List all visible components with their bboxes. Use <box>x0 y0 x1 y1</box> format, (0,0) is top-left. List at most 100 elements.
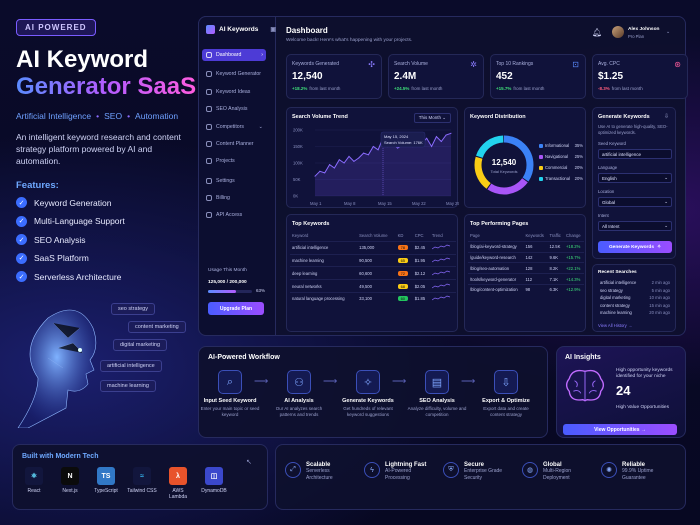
page-cell[interactable]: /blog/ai-keyword-strategy <box>470 244 517 250</box>
recent-search-item[interactable]: machine learning 20 min ago <box>600 310 670 315</box>
sidebar-item-keyword-generator[interactable]: Keyword Generator <box>202 68 266 80</box>
sidebar-item-competitors[interactable]: Competitors ⌄ <box>202 121 266 133</box>
sparkline <box>431 244 450 250</box>
workflow-step-desc: Get hundreds of relevant keyword suggest… <box>343 406 393 417</box>
generate-keywords-button[interactable]: Generate Keywords ✧ <box>598 241 672 253</box>
sparkline <box>431 283 450 288</box>
sidebar-item-billing[interactable]: Billing <box>202 192 266 204</box>
feature-item: ✓ Serverless Architecture <box>16 271 121 282</box>
change-cell: +22.1% <box>565 265 581 271</box>
page-cell[interactable]: /guide/keyword-research <box>470 254 516 260</box>
feature-label: Serverless Architecture <box>34 271 122 282</box>
top-pages-card: Top Performing Pages Page Keywords Traffic… <box>464 214 586 332</box>
language-select[interactable]: English ⌄ <box>598 173 672 183</box>
bell-icon[interactable]: 🔔︎ <box>592 28 603 37</box>
sidebar-item-dashboard[interactable]: Dashboard › <box>202 49 266 61</box>
sidebar-item-api-access[interactable]: API Access <box>202 209 266 221</box>
arrow-right-icon: ⟶ <box>323 376 338 387</box>
volume-cell: 49,500 <box>359 283 372 289</box>
download-icon[interactable]: ⇩ <box>663 114 669 120</box>
column-header: Keyword <box>292 233 309 239</box>
floating-keyword-tag: content marketing <box>128 321 186 333</box>
y-tick-label: 50K <box>293 177 301 182</box>
table-row[interactable]: /blog/ai-keyword-strategy 156 12.5K +18.2% <box>468 241 584 252</box>
nav-icon <box>206 178 212 184</box>
workflow-step-icon: ▤ <box>425 370 449 394</box>
table-row[interactable]: machine learning 90,500 65 $1.95 <box>290 254 456 267</box>
legend-item: Informational 35% <box>539 143 583 148</box>
table-row[interactable]: /guide/keyword-research 142 9.6K +15.7% <box>468 252 584 263</box>
donut-slice[interactable] <box>474 135 534 195</box>
table-row[interactable]: /blog/seo-automation 128 8.2K +22.1% <box>468 262 584 274</box>
stat-delta-value: +18.2% <box>292 86 308 91</box>
workflow-step-desc: Analyze difficulty, volume and competiti… <box>407 406 467 417</box>
sidebar-item-keyword-ideas[interactable]: Keyword Ideas <box>202 86 266 98</box>
table-row[interactable]: natural language processing 33,100 60 $1.85 <box>290 292 456 304</box>
recent-search-item[interactable]: digital marketing 10 min ago <box>600 295 670 300</box>
sidebar-item-settings[interactable]: Settings <box>202 175 266 187</box>
recent-search-item[interactable]: artificial intelligence 2 min ago <box>600 280 670 285</box>
table-row[interactable]: /tools/keyword-generator 112 7.1K +14.3% <box>468 273 584 285</box>
location-select[interactable]: Global ⌄ <box>598 197 672 207</box>
stat-card: Top 10 Rankings ⊡ 452 +15.7% from last month <box>490 54 586 99</box>
seed-keyword-input[interactable]: artificial intelligence <box>598 149 672 159</box>
sidebar-item-projects[interactable]: Projects <box>202 155 266 167</box>
tech-name: Tailwind CSS <box>127 488 157 494</box>
donut-slice[interactable] <box>474 135 534 195</box>
collapse-icon[interactable]: ▣ <box>270 27 277 33</box>
stat-card: Avg. CPC ⊛ $1.25 -8.3% from last month <box>592 54 688 99</box>
page-cell[interactable]: /blog/content-optimization <box>470 287 518 293</box>
location-value: Global <box>602 199 616 205</box>
recent-keyword: artificial intelligence <box>600 280 637 285</box>
chevron-down-icon: ⌄ <box>664 199 668 204</box>
table-header: Page Keywords Traffic Change <box>468 231 584 241</box>
keyword-cell: deep learning <box>292 270 318 276</box>
kd-cell: 60 <box>396 292 413 304</box>
keywords-cell: 156 <box>525 244 533 250</box>
sidebar-item-seo-analysis[interactable]: SEO Analysis <box>202 103 266 115</box>
trend-point <box>397 147 399 149</box>
nav-icon <box>206 141 212 147</box>
table-row[interactable]: neural networks 49,500 68 $2.05 <box>290 279 456 293</box>
app-logo[interactable]: AI Keywords ▣ <box>206 25 276 34</box>
intent-select[interactable]: All Intent ⌄ <box>598 221 672 231</box>
generate-title: Generate Keywords <box>598 114 650 120</box>
sidebar-item-content-planner[interactable]: Content Planner <box>202 138 266 150</box>
table-row[interactable]: deep learning 60,600 72 $2.12 <box>290 266 456 280</box>
trend-point <box>367 154 369 156</box>
feature-label: Keyword Generation <box>34 197 112 208</box>
recent-search-item[interactable]: content strategy 15 min ago <box>600 303 670 308</box>
recent-time: 20 min ago <box>649 310 670 315</box>
traffic-cell: 9.6K <box>549 254 559 260</box>
sidebar-item-label: Projects <box>216 158 235 164</box>
table-row[interactable]: /blog/content-optimization 98 6.3K +12.9% <box>468 284 584 294</box>
workflow-step: ⇩ Export & Optimize Export data and create… <box>476 370 536 418</box>
stat-delta: -8.3% from last month <box>598 86 643 91</box>
table-row[interactable]: artificial intelligence 135,000 78 $2.45 <box>290 241 456 254</box>
trend-range-select[interactable]: This Month ⌄ <box>413 113 451 123</box>
avatar[interactable] <box>612 26 624 38</box>
view-opportunities-button[interactable]: View Opportunities → <box>563 424 677 435</box>
legend-item: Transactional 20% <box>539 176 583 181</box>
column-header: Page <box>470 233 480 239</box>
recent-search-item[interactable]: seo strategy 5 min ago <box>600 288 670 293</box>
benefit-title: Global <box>543 462 562 468</box>
upgrade-plan-button[interactable]: Upgrade Plan <box>208 302 264 315</box>
user-menu-chevron-icon[interactable]: ⌄ <box>666 29 671 35</box>
benefit-desc: Enterprise Grade Security <box>464 468 503 481</box>
benefit-text: Secure Enterprise Grade Security <box>464 462 510 481</box>
language-label: Language <box>598 165 618 170</box>
feature-label: SEO Analysis <box>34 234 86 245</box>
chevron-down-icon: ⌄ <box>664 175 668 180</box>
nav-icon <box>206 89 212 95</box>
sidebar-item-label: Competitors <box>216 124 244 130</box>
insights-text: High opportunity keywords identified for… <box>616 368 673 379</box>
page-cell[interactable]: /tools/keyword-generator <box>470 276 517 282</box>
user-name[interactable]: Alex Johnson <box>628 27 660 32</box>
benefit-item: ✺ Reliable 99.9% Uptime Guarantee <box>601 462 668 481</box>
insights-value-label: High Value Opportunities <box>616 405 669 410</box>
trend-cell <box>430 241 456 254</box>
view-all-history-link[interactable]: View All History → <box>598 323 633 328</box>
page-cell[interactable]: /blog/seo-automation <box>470 265 510 271</box>
donut-slice[interactable] <box>474 135 534 195</box>
